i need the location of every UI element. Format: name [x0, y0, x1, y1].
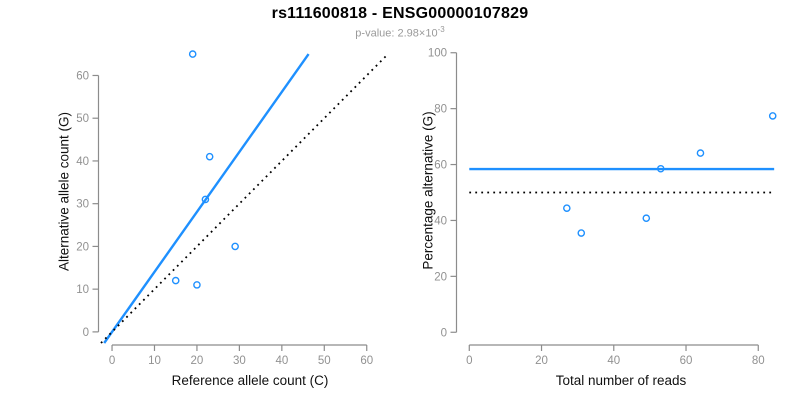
- x-tick-label: 20: [191, 355, 204, 367]
- y-tick-label: 100: [428, 48, 447, 60]
- x-tick-label: 0: [466, 355, 472, 367]
- identity-line: [100, 53, 389, 344]
- x-axis-title-right: Total number of reads: [555, 373, 687, 388]
- x-tick-label: 60: [360, 355, 373, 367]
- plot-subtitle: p-value: 2.98×10-3: [0, 25, 800, 40]
- data-point: [563, 204, 571, 212]
- x-tick-label: 30: [233, 355, 246, 367]
- x-tick-label: 40: [607, 355, 620, 367]
- fitted-ratio-line: [103, 53, 310, 344]
- x-tick-label: 40: [275, 355, 288, 367]
- data-point: [768, 112, 777, 120]
- data-point: [696, 149, 705, 157]
- x-tick-label: 60: [680, 355, 693, 367]
- y-axis-title-left: Alternative allele count (G): [56, 111, 72, 272]
- y-axis-title-right: Percentage alternative (G): [420, 111, 436, 270]
- y-tick-label: 30: [76, 199, 89, 211]
- p-value-text: p-value: 2.98×10: [355, 27, 438, 40]
- y-tick-label: 60: [434, 160, 447, 172]
- data-point: [205, 152, 214, 161]
- y-tick-label: 20: [76, 241, 89, 253]
- x-axis-title-left: Reference allele count (C): [171, 373, 329, 388]
- plot-title: rs111600818 - ENSG00000107829: [271, 5, 529, 22]
- y-tick-label: 10: [76, 284, 89, 296]
- y-tick-label: 40: [434, 215, 447, 227]
- data-point: [188, 50, 197, 58]
- y-tick-label: 20: [434, 271, 447, 283]
- y-tick-label: 80: [434, 104, 447, 116]
- y-tick-label: 40: [76, 156, 89, 168]
- x-tick-label: 10: [148, 355, 161, 367]
- x-tick-label: 50: [318, 355, 331, 367]
- x-tick-label: 20: [535, 355, 548, 367]
- y-tick-label: 60: [76, 70, 89, 82]
- x-tick-label: 0: [109, 355, 115, 367]
- data-point: [201, 195, 210, 204]
- data-point: [642, 214, 651, 223]
- p-value-exponent: -3: [437, 25, 445, 34]
- y-tick-label: 0: [83, 327, 89, 339]
- data-point: [231, 242, 239, 251]
- y-tick-label: 50: [76, 113, 89, 125]
- data-point: [656, 164, 665, 173]
- percentage-alternative-scatter: 0 20 40 60 80 0 20 40 60 80 100: [428, 48, 777, 367]
- data-point: [171, 276, 180, 285]
- allele-counts-scatter: 0 10 20 30 40 50 60 0 10 20 30 40 50 60: [76, 50, 389, 367]
- x-tick-label: 80: [752, 355, 765, 367]
- y-tick-label: 0: [441, 327, 447, 339]
- data-point: [577, 229, 586, 237]
- data-point: [193, 281, 201, 289]
